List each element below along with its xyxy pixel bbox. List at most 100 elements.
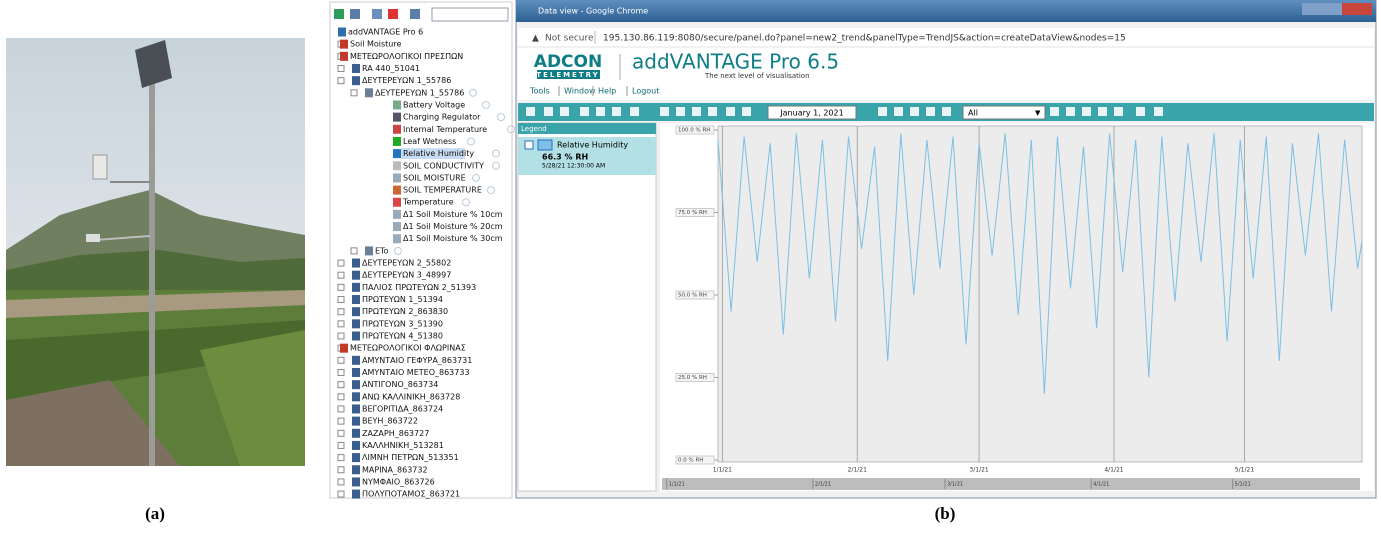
tool-button[interactable]: [1136, 107, 1145, 116]
tool-button[interactable]: [560, 107, 569, 116]
expander[interactable]: [351, 90, 357, 96]
tool-button[interactable]: [1082, 107, 1091, 116]
expander[interactable]: [338, 442, 344, 448]
tool-button[interactable]: [726, 107, 735, 116]
tree-item[interactable]: ΠΡΩΤΕΥΩΝ 1_51394: [362, 295, 443, 304]
tool-button[interactable]: [1154, 107, 1163, 116]
tree-item[interactable]: ΝΥΜΦΑΙΟ_863726: [362, 477, 435, 486]
tree-item[interactable]: ΠΟΛΥΠΟΤΑΜΟΣ_863721: [362, 490, 460, 499]
tool-button[interactable]: [676, 107, 685, 116]
tree-item[interactable]: ΚΑΛΛΗΝΙΚΗ_513281: [362, 441, 444, 450]
tree-item[interactable]: Leaf Wetness: [403, 137, 456, 146]
tree-item[interactable]: ETo: [375, 246, 389, 255]
expander[interactable]: [338, 357, 344, 363]
tree-item[interactable]: ΜΑΡΙΝΑ_863732: [362, 465, 428, 474]
expander[interactable]: [338, 491, 344, 497]
tree-item[interactable]: Temperature: [402, 198, 454, 207]
tree-item[interactable]: ΑΜΥΝΤΑΙΟ ΜΕΤΕΟ_863733: [362, 368, 470, 377]
tree-item[interactable]: SOIL CONDUCTIVITY: [403, 161, 484, 170]
tree-item[interactable]: addVANTAGE Pro 6: [348, 28, 423, 37]
expander[interactable]: [338, 65, 344, 71]
expander[interactable]: [338, 272, 344, 278]
tree-item[interactable]: ΑΜΥΝΤΑΙΟ ΓΕΦΥΡΑ_863731: [362, 356, 472, 365]
tool-button[interactable]: [910, 107, 919, 116]
expander[interactable]: [338, 309, 344, 315]
tool-button[interactable]: [942, 107, 951, 116]
tree-icon: [393, 173, 401, 182]
expander[interactable]: [338, 455, 344, 461]
expander[interactable]: [338, 284, 344, 290]
maximize-button[interactable]: [1322, 3, 1342, 15]
tool-button[interactable]: [612, 107, 621, 116]
tree-icon: [352, 465, 360, 474]
expander[interactable]: [338, 430, 344, 436]
expander[interactable]: [338, 260, 344, 266]
tree-item[interactable]: ΠΡΩΤΕΥΩΝ 4_51380: [362, 332, 443, 341]
tree-item[interactable]: RA 440_51041: [362, 64, 420, 73]
expander[interactable]: [338, 321, 344, 327]
tool-button[interactable]: [544, 107, 553, 116]
tree-item[interactable]: Δ1 Soil Moisture % 20cm: [403, 222, 503, 231]
expander[interactable]: [338, 418, 344, 424]
tree-item[interactable]: ΔΕΥΤΕΡΕΥΩΝ 1_55786: [375, 88, 464, 97]
tree-item[interactable]: ΔΕΥΤΕΡΕΥΩΝ 2_55802: [362, 259, 451, 268]
tool-button[interactable]: [1114, 107, 1123, 116]
tool-button[interactable]: [894, 107, 903, 116]
tool-button[interactable]: [660, 107, 669, 116]
tree-item[interactable]: ΒΕΥΗ_863722: [362, 417, 418, 426]
app-title: addVANTAGE Pro 6.5: [632, 50, 839, 74]
expander[interactable]: [338, 394, 344, 400]
expander[interactable]: [338, 479, 344, 485]
expander[interactable]: [338, 333, 344, 339]
menu-item[interactable]: Help: [598, 87, 616, 96]
tree-item[interactable]: ΔΕΥΤΕΡΕΥΩΝ 1_55786: [362, 76, 451, 85]
tree-item[interactable]: ΒΕΓΟΡΙΤΙΔΑ_863724: [362, 404, 443, 413]
tool-button[interactable]: [526, 107, 535, 116]
tool-button[interactable]: [926, 107, 935, 116]
tree-item[interactable]: Soil Moisture: [350, 40, 401, 49]
tool-button[interactable]: [596, 107, 605, 116]
tool-button[interactable]: [742, 107, 751, 116]
tree-item[interactable]: ΜΕΤΕΩΡΟΛΟΓΙΚΟΙ ΦΛΩΡΙΝΑΣ: [350, 344, 466, 353]
tool-button[interactable]: [1050, 107, 1059, 116]
tree-item[interactable]: SOIL MOISTURE: [403, 173, 466, 182]
expander[interactable]: [338, 382, 344, 388]
menu-item[interactable]: Window: [564, 87, 596, 96]
tree-item[interactable]: ΠΡΩΤΕΥΩΝ 3_51390: [362, 319, 443, 328]
tree-item[interactable]: ΖΑΖΑΡΗ_863727: [362, 429, 429, 438]
expander[interactable]: [338, 78, 344, 84]
tool-button[interactable]: [580, 107, 589, 116]
checkbox[interactable]: [525, 141, 533, 149]
tree-item[interactable]: ΛΙΜΝΗ ΠΕΤΡΩΝ_513351: [362, 453, 459, 462]
expander[interactable]: [338, 369, 344, 375]
tree-item[interactable]: Battery Voltage: [403, 100, 465, 109]
close-button[interactable]: [1342, 3, 1372, 15]
menu-item[interactable]: Logout: [632, 87, 659, 96]
tree-item[interactable]: ΑΝΤΙΓΟΝΟ_863734: [362, 380, 438, 389]
tool-button[interactable]: [878, 107, 887, 116]
tool-button[interactable]: [708, 107, 717, 116]
tool-button[interactable]: [692, 107, 701, 116]
tool-button[interactable]: [1098, 107, 1107, 116]
tree-icon: [393, 198, 401, 207]
menu-item[interactable]: Tools: [529, 87, 550, 96]
tool-button[interactable]: [630, 107, 639, 116]
tree-item[interactable]: ΜΕΤΕΩΡΟΛΟΓΙΚΟΙ ΠΡΕΣΠΩΝ: [350, 52, 463, 61]
tree-item[interactable]: ΠΡΩΤΕΥΩΝ 2_863830: [362, 307, 448, 316]
tree-item[interactable]: Charging Regulator: [403, 113, 481, 122]
tree-item[interactable]: SOIL TEMPERATURE: [403, 186, 482, 195]
tree-item[interactable]: Δ1 Soil Moisture % 10cm: [403, 210, 503, 219]
tree-item[interactable]: Internal Temperature: [403, 125, 487, 134]
navigator[interactable]: [662, 478, 1360, 490]
expander[interactable]: [338, 406, 344, 412]
expander[interactable]: [338, 297, 344, 303]
tree-item[interactable]: Δ1 Soil Moisture % 30cm: [403, 234, 503, 243]
tool-button[interactable]: [1066, 107, 1075, 116]
minimize-button[interactable]: [1302, 3, 1322, 15]
tree-item[interactable]: ΑΝΩ ΚΑΛΛΙΝΙΚΗ_863728: [362, 392, 460, 401]
tree-item[interactable]: Relative Humidity: [403, 149, 474, 158]
tree-item[interactable]: ΠΑΛΙΟΣ ΠΡΩΤΕΥΩΝ 2_51393: [362, 283, 476, 292]
tree-item[interactable]: ΔΕΥΤΕΡΕΥΩΝ 3_48997: [362, 271, 451, 280]
expander[interactable]: [338, 467, 344, 473]
expander[interactable]: [351, 248, 357, 254]
